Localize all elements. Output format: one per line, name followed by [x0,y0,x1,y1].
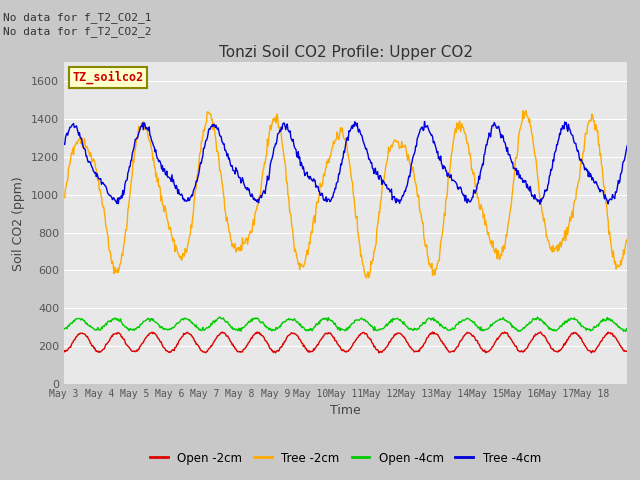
Y-axis label: Soil CO2 (ppm): Soil CO2 (ppm) [12,176,26,271]
X-axis label: Time: Time [330,405,361,418]
Legend: Open -2cm, Tree -2cm, Open -4cm, Tree -4cm: Open -2cm, Tree -2cm, Open -4cm, Tree -4… [146,447,545,469]
Text: No data for f_T2_CO2_2: No data for f_T2_CO2_2 [3,26,152,37]
Title: Tonzi Soil CO2 Profile: Upper CO2: Tonzi Soil CO2 Profile: Upper CO2 [219,45,472,60]
Text: No data for f_T2_CO2_1: No data for f_T2_CO2_1 [3,12,152,23]
